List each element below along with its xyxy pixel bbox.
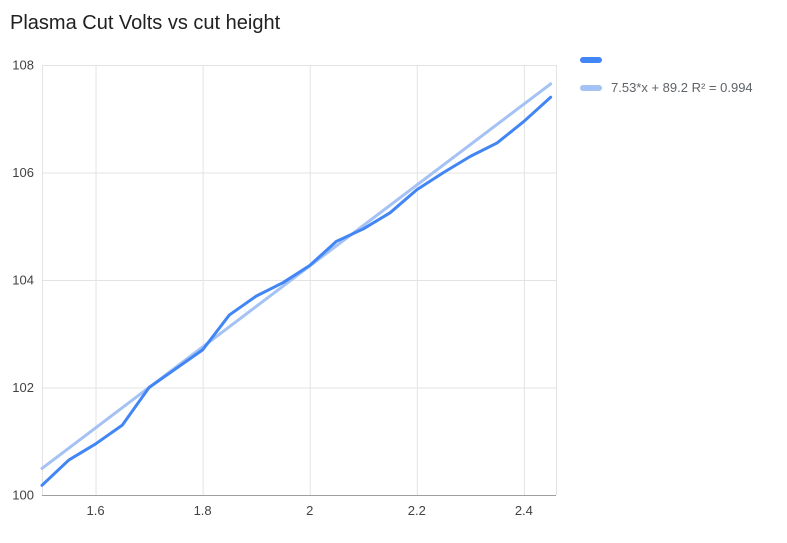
chart-title: Plasma Cut Volts vs cut height: [10, 12, 281, 34]
series-line[interactable]: [40, 95, 553, 487]
trendline[interactable]: [40, 82, 553, 470]
legend-item-series[interactable]: [580, 57, 753, 63]
series-swatch: [580, 57, 602, 63]
y-tick-label: 100: [12, 488, 34, 503]
legend: 7.53*x + 89.2 R² = 0.994: [580, 57, 753, 95]
x-tick-label: 2.2: [408, 503, 426, 518]
x-tick-label: 2.4: [515, 503, 533, 518]
y-tick-label: 106: [12, 165, 34, 180]
y-tick-label: 108: [12, 58, 34, 73]
x-tick-label: 1.6: [87, 503, 105, 518]
x-tick-label: 2: [306, 503, 313, 518]
x-tick-label: 1.8: [194, 503, 212, 518]
y-tick-label: 102: [12, 380, 34, 395]
trendline-swatch: [580, 84, 602, 91]
y-tick-label: 104: [12, 273, 34, 288]
legend-item-trendline[interactable]: 7.53*x + 89.2 R² = 0.994: [580, 80, 753, 95]
trendline-legend-label: 7.53*x + 89.2 R² = 0.994: [611, 80, 753, 95]
